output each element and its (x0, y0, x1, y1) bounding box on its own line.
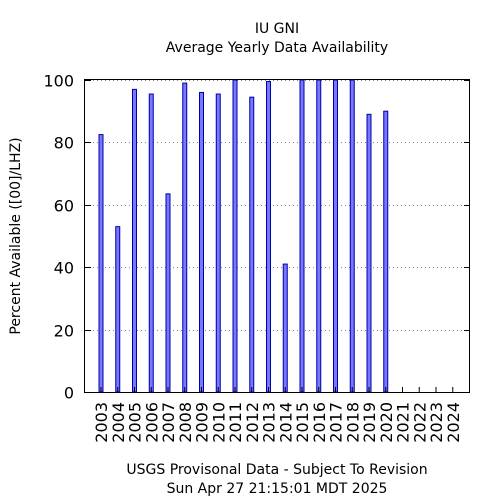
bar-2004 (115, 226, 121, 393)
chart-title: IU GNI (255, 21, 299, 37)
y-tick-label: 100 (43, 72, 74, 91)
x-tick-label: 2019 (360, 402, 379, 443)
x-tick-label: 2024 (444, 402, 463, 443)
x-tick-label: 2005 (126, 402, 145, 443)
y-tick-label: 40 (54, 259, 74, 278)
gridlines (85, 80, 470, 331)
x-tick-label: 2018 (343, 402, 362, 443)
x-tick-label: 2004 (109, 402, 128, 443)
bar-2007 (165, 193, 171, 393)
bar-2003 (98, 134, 104, 393)
y-tick-label: 0 (64, 384, 74, 403)
bar-2015 (299, 79, 305, 393)
bar-2019 (366, 113, 372, 393)
plot-frame (84, 79, 470, 393)
bar-2012 (249, 96, 255, 393)
x-tick-label: 2016 (310, 402, 329, 443)
x-tick-label: 2014 (276, 402, 295, 443)
x-tick-label: 2006 (142, 402, 161, 443)
x-tick-label: 2008 (176, 402, 195, 443)
bar-2016 (316, 79, 322, 393)
x-tick-label: 2010 (209, 402, 228, 443)
y-tick-label: 80 (54, 134, 74, 153)
bar-2008 (182, 82, 188, 393)
x-tick-label: 2017 (327, 402, 346, 443)
y-axis-label: Percent Available ([00]/LHZ) (8, 137, 24, 334)
bar-2009 (199, 91, 204, 393)
footer-timestamp: Sun Apr 27 21:15:01 MDT 2025 (167, 481, 388, 497)
bar-2006 (148, 93, 154, 393)
x-tick-label: 2013 (260, 402, 279, 443)
x-tick-label: 2020 (377, 402, 396, 443)
x-axis-label: USGS Provisonal Data - Subject To Revisi… (126, 462, 427, 478)
x-tick-label: 2023 (427, 402, 446, 443)
bars (98, 79, 389, 393)
y-axis-ticks: 0 20 40 60 80 100 (43, 72, 470, 403)
x-axis-ticks: 2003200420052006200720082009201020112012… (92, 387, 463, 443)
x-tick-label: 2007 (159, 402, 178, 443)
x-tick-label: 2021 (394, 402, 413, 443)
bar-2020 (383, 110, 389, 393)
x-tick-label: 2015 (293, 402, 312, 443)
y-tick-label: 60 (54, 197, 74, 216)
x-tick-label: 2003 (92, 402, 111, 443)
bar-2018 (349, 79, 355, 393)
x-tick-label: 2022 (410, 402, 429, 443)
chart-subtitle: Average Yearly Data Availability (166, 40, 388, 56)
bar-2017 (333, 79, 338, 393)
bar-2011 (232, 79, 238, 393)
y-tick-label: 20 (54, 322, 74, 341)
bar-2010 (215, 93, 221, 393)
bar-2013 (266, 81, 271, 393)
x-tick-label: 2011 (226, 402, 245, 443)
bar-2005 (132, 88, 137, 393)
x-tick-label: 2012 (243, 402, 262, 443)
x-tick-label: 2009 (193, 402, 212, 443)
bar-2014 (282, 263, 288, 393)
